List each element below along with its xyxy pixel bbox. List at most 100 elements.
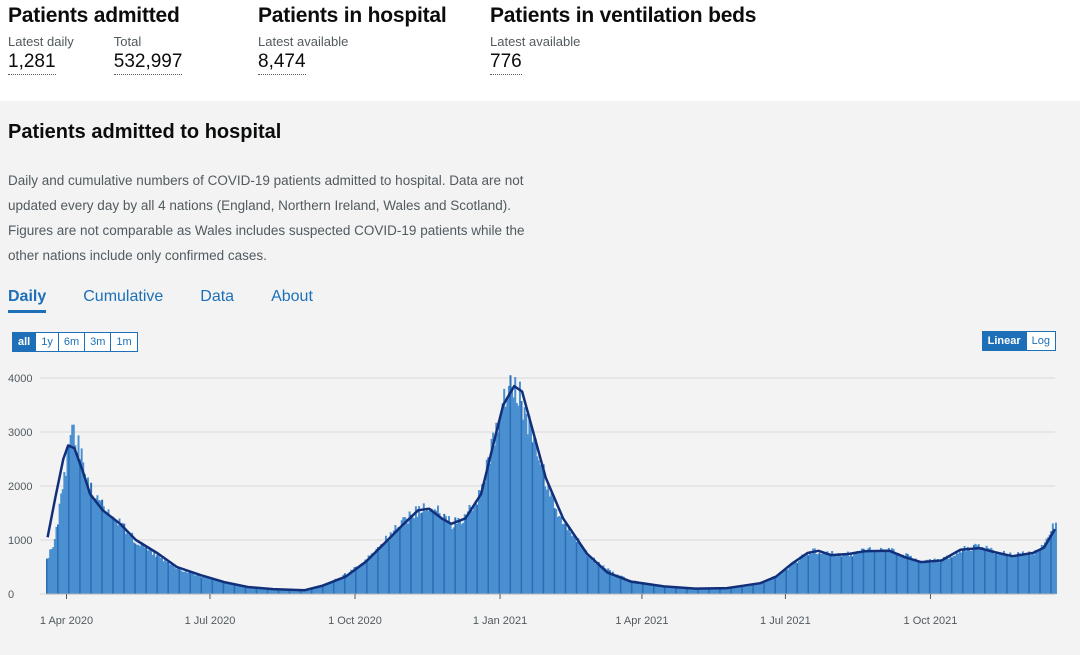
- daily-bar: [181, 571, 184, 594]
- daily-bar: [399, 527, 402, 594]
- daily-bar: [268, 588, 271, 594]
- daily-bar: [905, 553, 908, 594]
- daily-bar: [1010, 555, 1013, 594]
- daily-bar: [941, 559, 944, 594]
- daily-bar: [254, 587, 257, 594]
- daily-bar: [946, 555, 949, 594]
- daily-bar: [935, 561, 938, 594]
- daily-bar: [646, 584, 649, 594]
- daily-bar: [260, 588, 263, 594]
- daily-bar: [68, 444, 71, 594]
- range-1m-button[interactable]: 1m: [111, 332, 138, 352]
- range-6m-button[interactable]: 6m: [58, 332, 86, 352]
- daily-bar: [531, 442, 534, 594]
- daily-bar: [436, 505, 439, 594]
- daily-bar: [782, 571, 785, 594]
- daily-bar: [198, 574, 201, 594]
- daily-bar: [496, 432, 499, 594]
- daily-bar: [425, 509, 428, 594]
- daily-bar: [690, 589, 693, 594]
- x-tick-label: 1 Jul 2020: [185, 615, 236, 627]
- daily-bar: [853, 551, 856, 594]
- daily-bar: [676, 587, 679, 594]
- tab-daily[interactable]: Daily: [8, 288, 47, 313]
- daily-bar: [219, 581, 222, 594]
- metric-total: Total 532,997: [113, 34, 183, 75]
- daily-bar: [761, 582, 764, 594]
- daily-bar: [988, 548, 991, 594]
- daily-bar: [403, 517, 406, 594]
- scale-linear-button[interactable]: Linear: [981, 331, 1027, 351]
- daily-bar: [791, 563, 794, 594]
- daily-bar: [998, 552, 1001, 594]
- range-1y-button[interactable]: 1y: [36, 332, 59, 352]
- daily-bar: [1017, 552, 1020, 594]
- daily-bar: [337, 578, 340, 594]
- daily-bar: [1015, 555, 1018, 594]
- daily-bar: [247, 586, 250, 594]
- metric-value[interactable]: 8,474: [258, 51, 306, 75]
- daily-bar: [175, 568, 178, 594]
- tab-data[interactable]: Data: [200, 288, 235, 305]
- daily-bar: [506, 399, 509, 594]
- daily-bar: [823, 553, 826, 594]
- daily-bar: [553, 508, 556, 594]
- headline-ventilation-beds: Patients in ventilation beds Latest avai…: [490, 4, 756, 75]
- daily-bar: [772, 576, 775, 594]
- daily-bar: [66, 445, 69, 594]
- daily-bar: [755, 583, 758, 594]
- daily-bar: [90, 482, 93, 594]
- range-all-button[interactable]: all: [12, 332, 37, 352]
- range-3m-button[interactable]: 3m: [85, 332, 112, 352]
- x-tick-label: 1 Jul 2021: [760, 615, 811, 627]
- daily-bar: [225, 582, 228, 594]
- daily-bar: [127, 535, 130, 594]
- daily-bar: [747, 585, 750, 594]
- daily-bar: [142, 543, 145, 594]
- metric-value[interactable]: 532,997: [113, 51, 183, 75]
- daily-bar: [605, 569, 608, 594]
- daily-bar: [938, 562, 941, 594]
- daily-bar: [780, 572, 783, 594]
- tab-cumulative[interactable]: Cumulative: [83, 288, 164, 305]
- daily-bar: [342, 574, 345, 594]
- daily-bar: [558, 515, 561, 594]
- daily-bar: [897, 552, 900, 594]
- daily-bar: [954, 555, 957, 594]
- daily-bar: [246, 586, 249, 594]
- metric-value[interactable]: 776: [490, 51, 522, 75]
- daily-bar: [252, 587, 255, 594]
- daily-bar: [586, 556, 589, 594]
- daily-bar: [109, 515, 112, 594]
- daily-bar: [582, 546, 585, 594]
- daily-bar: [842, 553, 845, 594]
- daily-bar: [263, 588, 266, 594]
- daily-bar: [1051, 523, 1054, 594]
- daily-bar: [257, 587, 260, 594]
- daily-bar: [794, 560, 797, 594]
- daily-bar: [320, 585, 323, 594]
- daily-bar: [296, 590, 299, 594]
- daily-bar: [135, 544, 138, 594]
- daily-bar: [514, 377, 517, 594]
- daily-bar: [452, 527, 455, 594]
- scale-log-button[interactable]: Log: [1026, 331, 1056, 351]
- metric-value[interactable]: 1,281: [8, 51, 56, 75]
- daily-bar: [982, 547, 985, 594]
- daily-bar: [291, 589, 294, 594]
- daily-bar: [421, 512, 424, 594]
- daily-bar: [873, 550, 876, 594]
- daily-bar: [392, 530, 395, 594]
- daily-bar: [411, 517, 414, 594]
- daily-bar: [482, 482, 485, 594]
- daily-bar: [340, 577, 343, 594]
- daily-bar: [570, 536, 573, 594]
- daily-bar: [976, 545, 979, 594]
- daily-bar: [545, 489, 548, 594]
- daily-bar: [786, 569, 789, 594]
- daily-bar: [594, 563, 597, 594]
- daily-bar: [801, 554, 804, 594]
- daily-bar: [213, 580, 216, 594]
- tab-about[interactable]: About: [271, 288, 313, 305]
- daily-bar: [604, 568, 607, 594]
